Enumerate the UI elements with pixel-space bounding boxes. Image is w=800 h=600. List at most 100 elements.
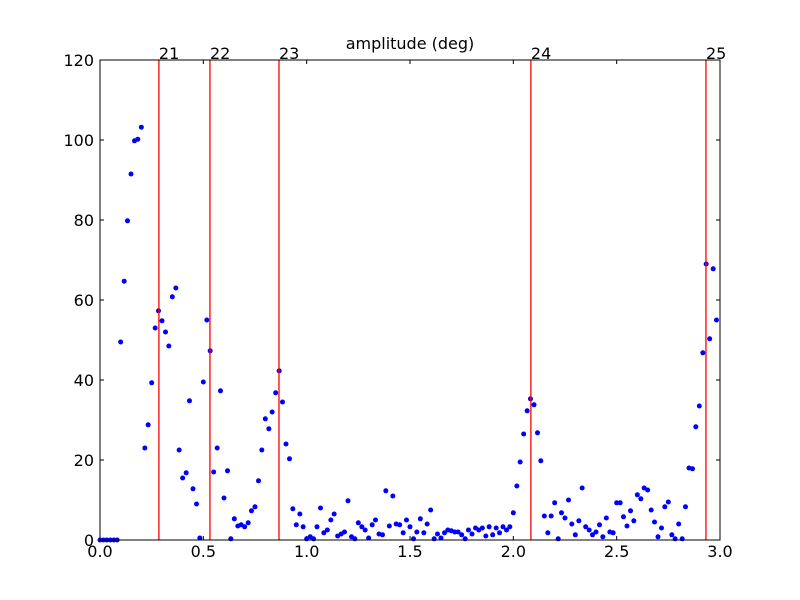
point [514,483,520,489]
point [152,325,158,331]
point [662,504,668,510]
point [679,536,685,542]
point [541,513,547,519]
point [593,529,599,535]
plot-frame [99,59,721,541]
point [225,468,231,474]
point [163,329,169,335]
point [545,530,551,536]
point [366,535,372,541]
point [411,536,417,542]
point [535,430,541,436]
point [118,339,124,345]
point [324,527,330,533]
point [455,529,461,535]
point [269,409,275,415]
point [589,532,595,538]
point [465,527,471,533]
y-tick-label: 120 [63,51,94,70]
point [434,531,440,537]
point [400,530,406,536]
point [328,517,334,523]
point [500,524,506,530]
y-tick-label: 100 [63,131,94,150]
point [221,495,227,501]
point [603,515,609,521]
point [655,534,661,540]
point [211,469,217,475]
point [180,475,186,481]
point [217,388,223,394]
point [628,508,634,514]
point [493,525,499,531]
point [496,530,502,536]
point [142,445,148,451]
point [359,524,365,530]
point [713,317,719,323]
vertical-line-label: 25 [706,44,726,63]
y-tick-label: 0 [84,531,94,550]
point [566,497,572,503]
point [672,536,678,542]
point [166,343,172,349]
point [665,499,671,505]
point [583,524,589,530]
point [507,524,513,530]
point [386,523,392,529]
point [555,536,561,542]
chart-title: amplitude (deg) [346,34,475,53]
point [256,478,262,484]
x-tick-label: 2.5 [604,542,629,561]
point [438,535,444,541]
point [490,532,496,538]
point [517,459,523,465]
point [397,522,403,528]
point [424,521,430,527]
y-tick-label: 60 [74,291,94,310]
y-tick-label: 40 [74,371,94,390]
point [345,498,351,504]
point [314,524,320,530]
point [597,522,603,528]
point [331,511,337,517]
point [421,530,427,536]
point [693,424,699,430]
point [548,513,554,519]
x-tick-label: 3.0 [707,542,732,561]
point [124,218,130,224]
point [417,516,423,522]
point [190,486,196,492]
point [341,529,347,535]
point [638,496,644,502]
point [297,511,303,517]
point [558,510,564,516]
x-tick-label: 0.0 [87,542,112,561]
point [586,527,592,533]
point [266,426,272,432]
point [279,399,285,405]
point [149,380,155,386]
point [145,422,151,428]
point [383,488,389,494]
point [620,514,626,520]
point [645,487,651,493]
point [676,521,682,527]
point [128,171,134,177]
point [462,536,468,542]
point [252,504,258,510]
x-tick-label: 0.5 [191,542,216,561]
point [700,350,706,356]
point [479,525,485,531]
point [696,403,702,409]
point [552,500,558,506]
point [600,534,606,540]
point [707,336,713,342]
point [483,533,489,539]
point [242,524,248,530]
vertical-line-label: 23 [279,44,299,63]
point [290,506,296,512]
point [186,398,192,404]
point [569,521,575,527]
point [579,485,585,491]
vertical-line-label: 21 [159,44,179,63]
